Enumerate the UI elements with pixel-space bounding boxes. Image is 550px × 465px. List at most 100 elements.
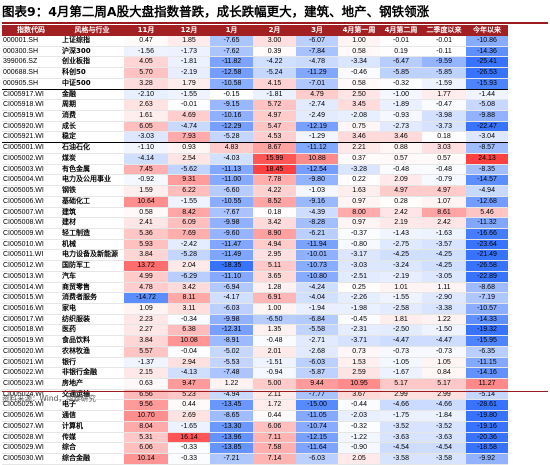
return-cell: -8.65 bbox=[210, 410, 253, 422]
return-cell: -5.85 bbox=[380, 67, 422, 79]
return-cell: 0.97 bbox=[338, 217, 380, 229]
table-row: CI005012.WI 国防军工 13.72 2.04 -18.35 5.11 -10.73… bbox=[2, 260, 508, 272]
index-code: CI005019.WI bbox=[3, 337, 44, 345]
return-cell: -1.81 bbox=[168, 56, 210, 68]
return-cell: 13.72 bbox=[124, 260, 168, 272]
return-cell: 8.42 bbox=[168, 207, 210, 218]
index-code: CI005030.WI bbox=[3, 455, 44, 463]
index-code: CI005026.WI bbox=[3, 412, 44, 420]
return-cell: -10.01 bbox=[296, 249, 338, 261]
return-cell: -0.48 bbox=[422, 164, 466, 175]
return-cell: 1.35 bbox=[253, 324, 296, 336]
return-cell: 8.52 bbox=[253, 196, 296, 207]
return-cell: -0.01 bbox=[380, 36, 422, 47]
return-cell: -13.30 bbox=[210, 421, 253, 433]
return-cell: 6.09 bbox=[168, 217, 210, 229]
return-cell: 1.22 bbox=[422, 314, 466, 325]
return-cell: 5.46 bbox=[466, 207, 508, 218]
return-cell: -3.38 bbox=[422, 303, 466, 315]
return-cell: -1.55 bbox=[168, 89, 210, 100]
return-cell: 2.23 bbox=[124, 314, 168, 325]
index-code: CI005018.WI bbox=[3, 326, 44, 334]
source-note: 资料来源：Wind，华泰研究 bbox=[2, 391, 548, 405]
return-cell: -1.44 bbox=[466, 89, 508, 100]
index-name: 电力及公用事业 bbox=[62, 175, 111, 184]
return-cell: -7.21 bbox=[210, 453, 253, 465]
table-row: 399006.SZ 创业板指 4.05 -1.81 -11.82 -4.22 -4.78 -3… bbox=[2, 56, 508, 68]
index-code: CI005011.WI bbox=[3, 251, 44, 259]
return-cell: 4.99 bbox=[124, 271, 168, 283]
return-cell: -7.62 bbox=[210, 46, 253, 57]
table-row: CI005921.WI 稳定 -3.03 7.93 -5.28 4.53 -1.29 3.46… bbox=[2, 131, 508, 143]
return-cell: -5.28 bbox=[210, 131, 253, 143]
return-cell: -0.44 bbox=[338, 399, 380, 411]
table-row: CI005918.WI 周期 2.63 -0.01 -9.15 5.72 -2.74 3.45… bbox=[2, 99, 508, 111]
return-cell: 8.04 bbox=[124, 421, 168, 433]
return-cell: -4.25 bbox=[422, 260, 466, 272]
return-cell: -13.85 bbox=[210, 442, 253, 454]
return-cell: 0.19 bbox=[380, 46, 422, 57]
return-cell: 18.45 bbox=[253, 164, 296, 175]
return-cell: -1.63 bbox=[422, 228, 466, 240]
return-cell: -2.74 bbox=[296, 99, 338, 111]
return-cell: -4.25 bbox=[422, 249, 466, 261]
return-cell: -4.13 bbox=[168, 367, 210, 379]
table-row: CI005002.WI 煤炭 -4.14 2.54 -4.03 15.99 10.88 0.3… bbox=[2, 153, 508, 165]
return-cell: -0.45 bbox=[338, 314, 380, 325]
index-name: 消费者服务 bbox=[62, 293, 97, 302]
return-cell: -14.57 bbox=[466, 174, 508, 186]
return-cell: -2.26 bbox=[338, 292, 380, 304]
index-code: CI005009.WI bbox=[3, 229, 44, 237]
return-cell: -4.25 bbox=[380, 249, 422, 261]
return-cell: -6.07 bbox=[296, 36, 338, 47]
return-cell: -1.22 bbox=[338, 432, 380, 443]
index-name: 纺织服装 bbox=[62, 314, 90, 323]
index-name: 金融 bbox=[62, 89, 76, 98]
return-cell: 0.75 bbox=[338, 121, 380, 132]
return-cell: 3.00 bbox=[253, 36, 296, 47]
return-cell: -4.47 bbox=[422, 335, 466, 347]
return-cell: -12.29 bbox=[210, 121, 253, 132]
return-cell: -7.65 bbox=[210, 36, 253, 47]
return-cell: 9.31 bbox=[168, 174, 210, 186]
return-cell: 2.42 bbox=[380, 207, 422, 218]
return-cell: -3.52 bbox=[380, 421, 422, 433]
index-code: CI005013.WI bbox=[3, 272, 44, 280]
return-cell: 11.27 bbox=[466, 378, 508, 390]
return-cell: -3.24 bbox=[380, 260, 422, 272]
return-cell: -0.01 bbox=[422, 36, 466, 47]
index-code: CI005024.WI bbox=[3, 390, 44, 398]
index-name: 消费 bbox=[62, 111, 76, 120]
return-cell: -12.31 bbox=[210, 324, 253, 336]
return-cell: -9.98 bbox=[210, 217, 253, 229]
return-cell: 1.07 bbox=[422, 196, 466, 207]
return-cell: -10.55 bbox=[210, 196, 253, 207]
index-name: 医药 bbox=[62, 325, 76, 334]
index-code: CI005025.WI bbox=[3, 401, 44, 409]
return-cell: -7.19 bbox=[466, 292, 508, 304]
return-cell: -0.32 bbox=[338, 421, 380, 433]
return-cell: -0.34 bbox=[168, 314, 210, 325]
return-cell: -3.17 bbox=[338, 249, 380, 261]
return-cell: -14.33 bbox=[466, 314, 508, 325]
index-name: 建材 bbox=[62, 218, 76, 227]
return-cell: 5.93 bbox=[124, 239, 168, 250]
index-code: CI005004.WI bbox=[3, 176, 44, 184]
return-cell: -10.73 bbox=[296, 260, 338, 272]
index-name: 商贸零售 bbox=[62, 282, 90, 291]
return-cell: 5.57 bbox=[124, 346, 168, 358]
return-cell: -10.86 bbox=[466, 36, 508, 47]
return-cell: -15.00 bbox=[296, 399, 338, 411]
index-name: 非银行金融 bbox=[62, 368, 97, 377]
return-cell: 1.28 bbox=[253, 282, 296, 293]
table-row: CI005023.WI 房地产 0.63 9.47 1.22 5.00 9.44 10.95 5… bbox=[2, 378, 508, 390]
return-cell: -1.75 bbox=[380, 410, 422, 422]
return-cell: -4.17 bbox=[210, 292, 253, 304]
return-cell: -22.47 bbox=[466, 121, 508, 132]
table-row: CI005021.WI 银行 -1.37 2.94 -5.53 -1.51 -6.03 1.5… bbox=[2, 357, 508, 368]
table-row: CI005025.WI 电子 9.56 0.44 -13.45 1.72 -15.00 -0.… bbox=[2, 399, 508, 411]
return-cell: 8.90 bbox=[253, 228, 296, 240]
return-cell: 0.58 bbox=[124, 207, 168, 218]
return-cell: 10.64 bbox=[124, 196, 168, 207]
return-cell: -9.92 bbox=[466, 453, 508, 465]
